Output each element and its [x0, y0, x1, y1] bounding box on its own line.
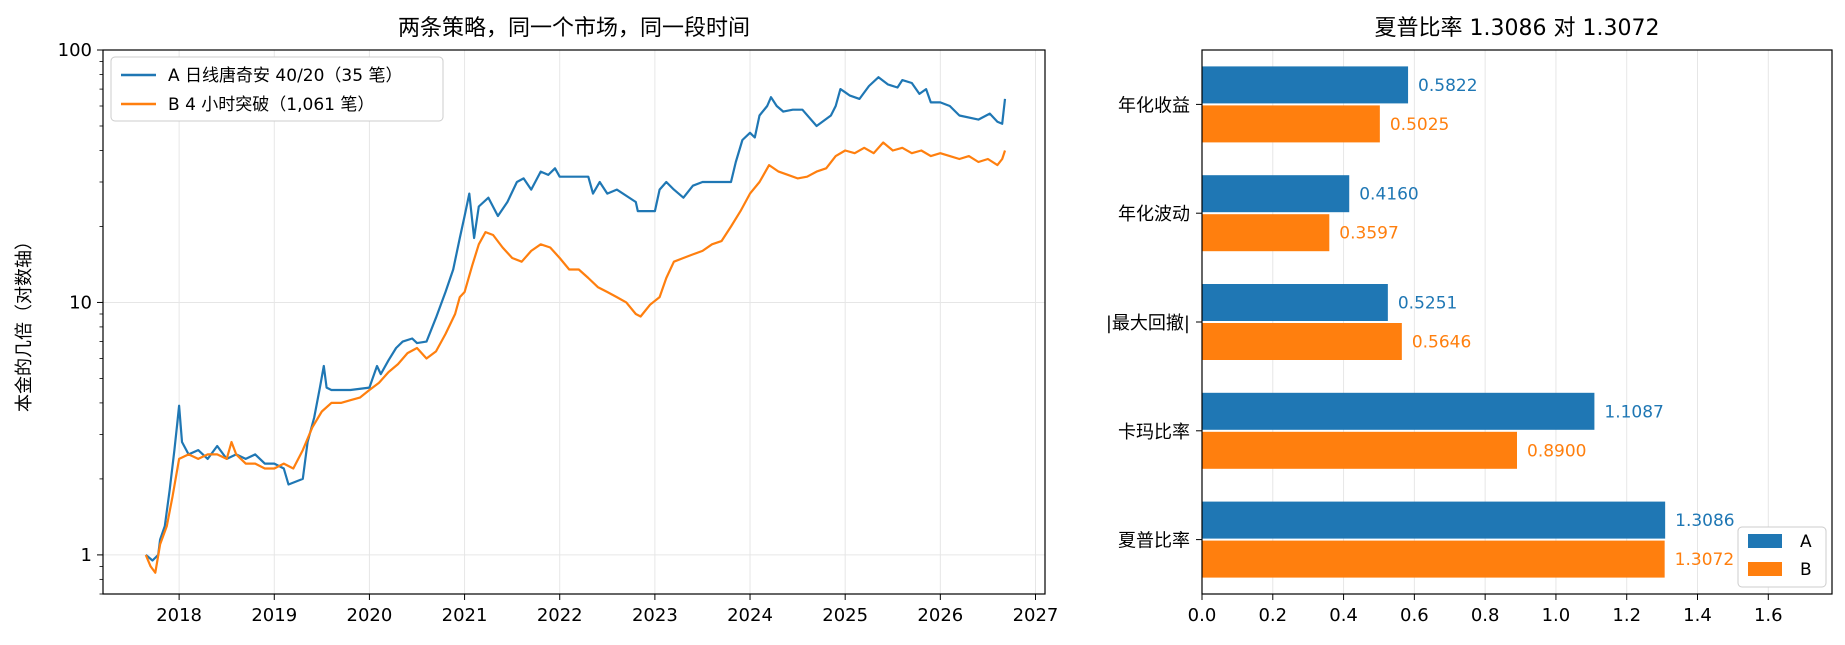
left-grid — [103, 49, 1045, 594]
left-y-axis-label: 本金的几倍（对数轴） — [14, 232, 35, 412]
y-tick-label: 10 — [69, 292, 92, 313]
left-chart-title: 两条策略，同一个市场，同一段时间 — [398, 16, 750, 41]
x-tick-label: 2020 — [347, 605, 393, 626]
x-tick-label: 2018 — [156, 605, 202, 626]
bar-b — [1202, 105, 1380, 143]
x-tick-label: 0.6 — [1400, 605, 1429, 626]
x-tick-label: 2023 — [632, 605, 678, 626]
bar-a — [1202, 175, 1350, 213]
category-label: |最大回撤| — [1106, 313, 1190, 334]
legend-label-bar-a: A — [1800, 532, 1812, 552]
right-legend: A B — [1737, 526, 1827, 588]
left-ticks: 2018 2019 2020 2021 2022 2023 2024 2025 2026 2027… — [58, 40, 1059, 626]
left-legend-box — [110, 56, 444, 122]
bar-value-label: 0.8900 — [1527, 441, 1586, 461]
bar-a — [1202, 284, 1388, 321]
bar-value-label: 1.3086 — [1675, 511, 1734, 531]
bar-b — [1202, 214, 1330, 252]
x-tick-label: 0.4 — [1329, 605, 1358, 626]
bar-b — [1202, 323, 1402, 360]
x-tick-label: 2025 — [822, 605, 868, 626]
x-tick-label: 1.2 — [1612, 605, 1641, 626]
left-plot-area — [144, 76, 1007, 574]
y-tick-label: 1 — [81, 545, 92, 566]
bar-a — [1202, 392, 1595, 430]
x-tick-label: 2024 — [727, 605, 773, 626]
x-tick-label: 0.2 — [1258, 605, 1287, 626]
category-label: 年化收益 — [1118, 95, 1190, 116]
bar-a — [1202, 501, 1666, 539]
category-label: 夏普比率 — [1118, 531, 1190, 552]
bar-a — [1202, 66, 1409, 104]
legend-swatch-bar-a — [1748, 534, 1782, 548]
right-chart-title: 夏普比率 1.3086 对 1.3072 — [1375, 16, 1660, 41]
left-chart: 2018 2019 2020 2021 2022 2023 2024 2025 2026 2027… — [14, 16, 1058, 626]
left-axes-frame — [102, 49, 1046, 595]
x-tick-label: 1.4 — [1683, 605, 1712, 626]
x-tick-label: 2022 — [537, 605, 583, 626]
left-legend: A 日线唐奇安 40/20（35 笔） B 4 小时突破（1,061 笔） — [110, 56, 444, 122]
x-tick-label: 2027 — [1013, 605, 1059, 626]
x-tick-label: 2019 — [251, 605, 297, 626]
series-line-b — [144, 141, 1007, 574]
category-label: 卡玛比率 — [1118, 422, 1190, 443]
right-chart: 0.5822 0.5025 0.4160 0.3597 0.5251 0.5646 1.10… — [1106, 16, 1833, 626]
series-line-a — [145, 76, 1007, 562]
x-tick-label: 0.8 — [1471, 605, 1500, 626]
legend-label-b: B 4 小时突破（1,061 笔） — [168, 95, 374, 115]
bar-value-label: 0.4160 — [1359, 185, 1418, 205]
legend-swatch-bar-b — [1748, 562, 1782, 576]
x-tick-label: 1.0 — [1542, 605, 1571, 626]
bar-value-label: 0.5646 — [1412, 333, 1471, 353]
x-tick-label: 0.0 — [1188, 605, 1217, 626]
bar-value-label: 0.3597 — [1339, 224, 1398, 244]
x-tick-label: 1.6 — [1754, 605, 1783, 626]
category-label: 年化波动 — [1118, 204, 1190, 225]
bar-value-label: 1.3072 — [1675, 550, 1734, 570]
x-tick-label: 2026 — [917, 605, 963, 626]
bar-value-label: 0.5025 — [1390, 115, 1449, 135]
legend-label-bar-b: B — [1800, 560, 1812, 580]
bar-b — [1202, 431, 1517, 469]
bar-b — [1202, 540, 1665, 578]
legend-label-a: A 日线唐奇安 40/20（35 笔） — [168, 65, 402, 86]
bar-value-label: 0.5251 — [1398, 294, 1457, 314]
right-bars: 0.5822 0.5025 0.4160 0.3597 0.5251 0.5646 1.10… — [1202, 66, 1735, 578]
bar-value-label: 0.5822 — [1418, 76, 1477, 96]
y-tick-label: 100 — [58, 40, 92, 61]
x-tick-label: 2021 — [442, 605, 488, 626]
bar-value-label: 1.1087 — [1604, 402, 1663, 422]
